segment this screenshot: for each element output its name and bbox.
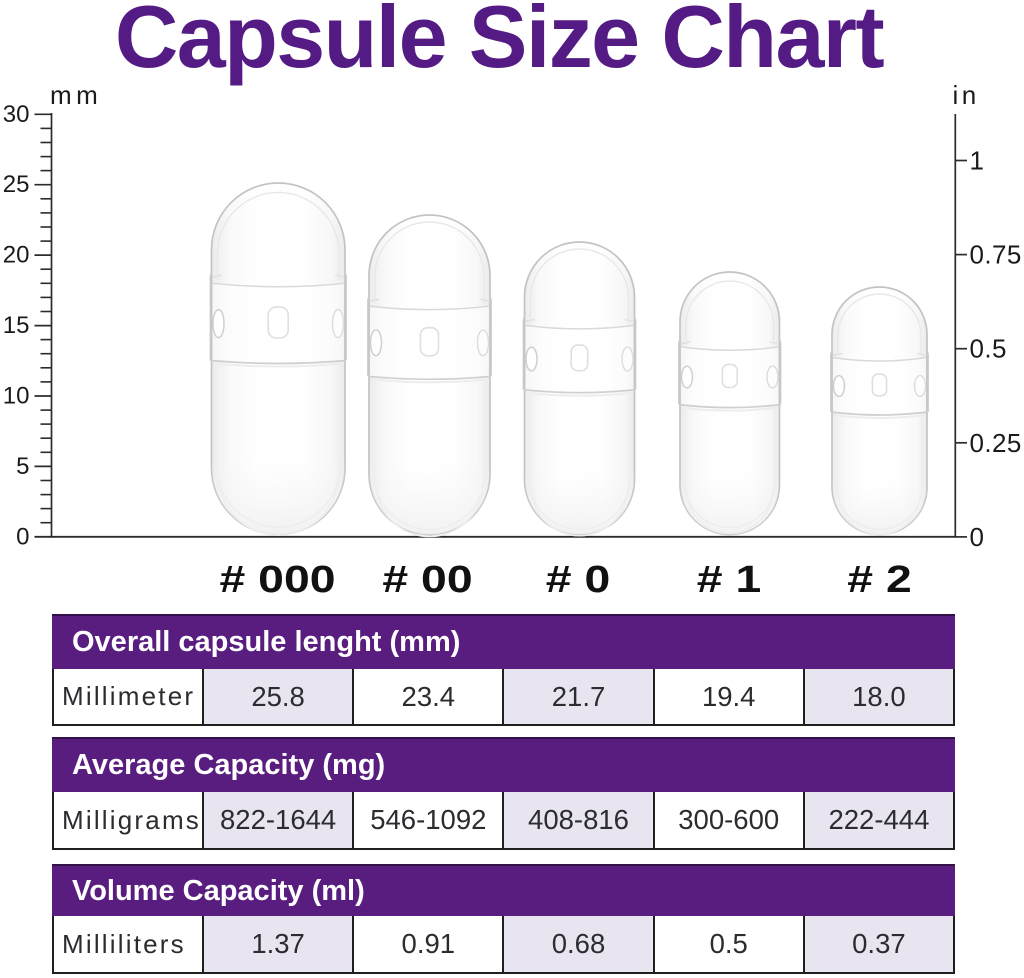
svg-text:in: in bbox=[953, 80, 980, 110]
svg-text:mm: mm bbox=[50, 80, 102, 110]
svg-text:15: 15 bbox=[3, 312, 30, 339]
svg-text:30: 30 bbox=[3, 101, 30, 128]
svg-text:# 000: # 000 bbox=[220, 558, 336, 600]
svg-text:# 0: # 0 bbox=[546, 558, 610, 600]
svg-text:0: 0 bbox=[970, 522, 985, 552]
svg-text:5: 5 bbox=[16, 453, 29, 480]
svg-text:10: 10 bbox=[3, 383, 30, 410]
svg-text:0: 0 bbox=[16, 523, 29, 550]
svg-text:1: 1 bbox=[970, 146, 985, 176]
svg-text:# 1: # 1 bbox=[697, 558, 761, 600]
svg-text:# 2: # 2 bbox=[847, 558, 911, 600]
svg-text:# 00: # 00 bbox=[382, 558, 472, 600]
svg-text:0.5: 0.5 bbox=[970, 334, 1007, 364]
svg-text:25: 25 bbox=[3, 171, 30, 198]
svg-text:20: 20 bbox=[3, 242, 30, 269]
svg-text:0.75: 0.75 bbox=[970, 240, 1022, 270]
svg-text:0.25: 0.25 bbox=[970, 428, 1022, 458]
